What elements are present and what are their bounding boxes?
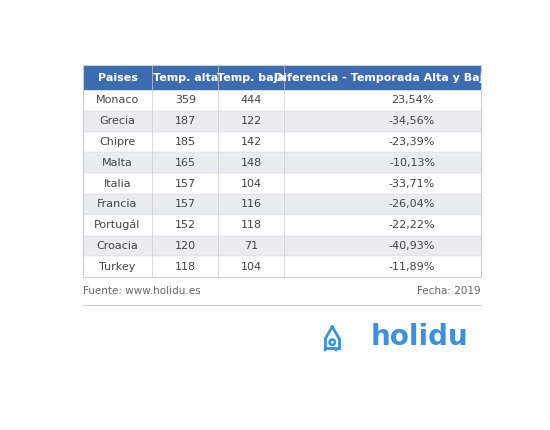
Bar [82,215,481,236]
Text: 185: 185 [175,137,196,147]
Text: Diferencia - Temporada Alta y Baja: Diferencia - Temporada Alta y Baja [274,73,491,83]
Text: -26,04%: -26,04% [389,200,435,209]
Text: 157: 157 [175,178,196,189]
Text: 104: 104 [240,262,262,272]
Text: 142: 142 [240,137,262,147]
Text: Paises: Paises [97,73,138,83]
Text: -34,56%: -34,56% [389,116,435,126]
Text: -23,39%: -23,39% [389,137,435,147]
Text: Croacia: Croacia [97,241,139,251]
Text: Turkey: Turkey [100,262,136,272]
Text: 165: 165 [175,158,196,168]
Text: 118: 118 [175,262,196,272]
Text: 116: 116 [240,200,261,209]
Text: -40,93%: -40,93% [389,241,435,251]
Text: Chipre: Chipre [100,137,136,147]
Text: Fecha: 2019: Fecha: 2019 [417,286,481,296]
Text: Francia: Francia [97,200,138,209]
Text: 104: 104 [240,178,262,189]
Text: 120: 120 [175,241,196,251]
Text: Italia: Italia [104,178,131,189]
Bar [82,90,481,111]
Bar [82,65,481,90]
Circle shape [323,349,326,351]
Text: Malta: Malta [102,158,133,168]
Bar [82,256,481,277]
Text: -11,89%: -11,89% [389,262,435,272]
Text: Temp. baja: Temp. baja [217,73,285,83]
Bar [82,111,481,132]
Text: 148: 148 [240,158,262,168]
Text: Monaco: Monaco [96,95,139,105]
Bar [82,236,481,256]
Text: Portugál: Portugál [95,220,141,230]
Bar [82,132,481,153]
Text: -10,13%: -10,13% [389,158,435,168]
Text: 118: 118 [240,220,262,230]
Text: holidu: holidu [371,323,469,351]
Text: -22,22%: -22,22% [389,220,436,230]
Text: 152: 152 [175,220,196,230]
Text: Grecia: Grecia [100,116,135,126]
Text: 444: 444 [240,95,262,105]
Text: 187: 187 [175,116,196,126]
Text: Fuente: www.holidu.es: Fuente: www.holidu.es [82,286,200,296]
Text: Temp. alta: Temp. alta [153,73,218,83]
Bar [82,65,481,277]
Text: 157: 157 [175,200,196,209]
Text: 122: 122 [240,116,262,126]
Bar [82,153,481,173]
Text: -33,71%: -33,71% [389,178,435,189]
Bar [82,173,481,194]
Text: 71: 71 [244,241,258,251]
Text: 359: 359 [175,95,196,105]
Text: 23,54%: 23,54% [391,95,433,105]
Bar [82,194,481,215]
Circle shape [335,349,337,351]
